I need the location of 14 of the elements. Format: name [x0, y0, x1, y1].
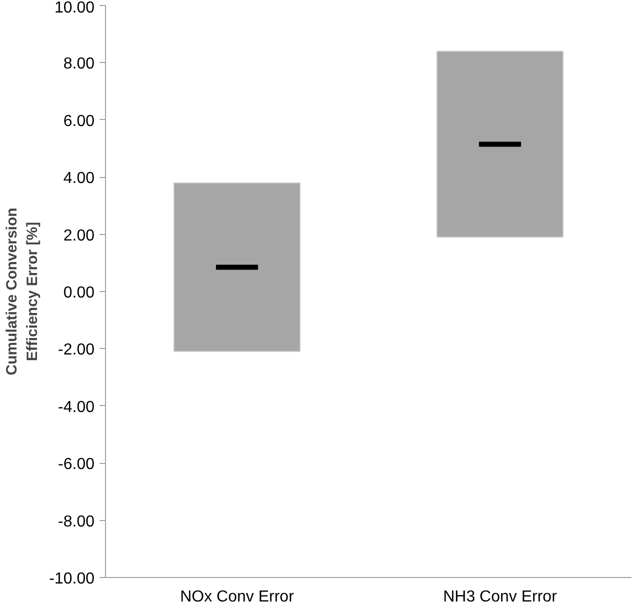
y-tick-label: -10.00	[49, 570, 95, 588]
y-tick-label: -8.00	[58, 513, 95, 530]
y-tick-label: 2.00	[63, 227, 95, 244]
x-tick-label: NOx Conv Error	[180, 588, 295, 606]
y-tick-label: 4.00	[63, 170, 95, 188]
x-tick-label: NH3 Conv Error	[443, 588, 558, 606]
y-tick-label: 0.00	[63, 284, 95, 302]
y-tick-label: 6.00	[63, 112, 95, 130]
y-axis-title: Cumulative Conversion Efficiency Error [%]	[4, 208, 42, 376]
y-tick-label: 8.00	[63, 56, 95, 73]
y-tick-label: 10.00	[54, 0, 95, 16]
y-tick-label: -6.00	[58, 456, 95, 474]
y-tick-label: -2.00	[58, 342, 95, 359]
y-tick-label: -4.00	[58, 398, 95, 416]
